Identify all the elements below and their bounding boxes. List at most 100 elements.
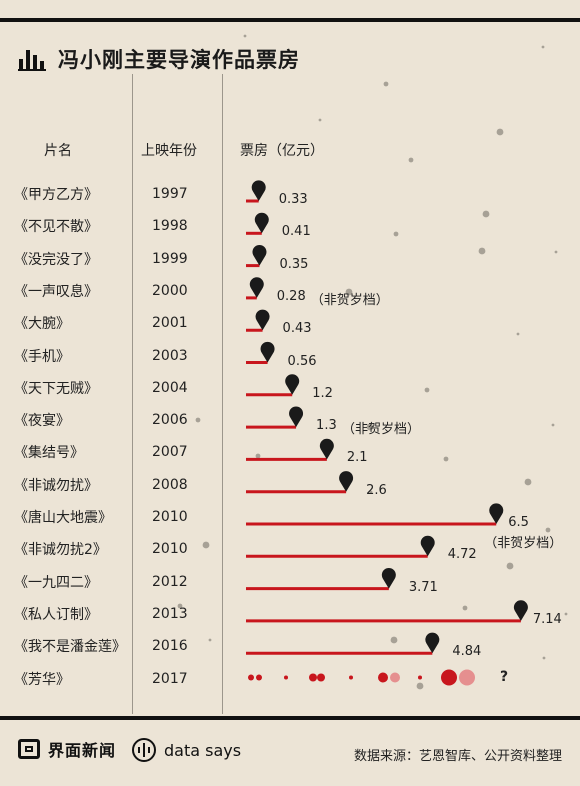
film-year: 2007	[152, 444, 188, 461]
film-year: 2010	[152, 541, 188, 558]
value-label: 7.14	[532, 611, 562, 627]
value-note: （非贺岁档）	[484, 536, 563, 551]
header-year: 上映年份	[141, 143, 197, 159]
pending-dot	[317, 673, 325, 682]
film-name: 《天下无贼》	[14, 380, 98, 397]
speckle	[541, 45, 545, 49]
film-name: 《集结号》	[14, 445, 84, 462]
column-divider-1	[132, 74, 133, 714]
film-year: 2010	[152, 509, 188, 525]
value-pin-marker	[339, 471, 354, 492]
film-name: 《我不是潘金莲》	[14, 639, 126, 656]
value-label: 0.33	[278, 192, 308, 207]
jiemian-logo: 界面新闻	[18, 737, 116, 761]
film-year: 2006	[152, 412, 188, 429]
pending-dot	[309, 673, 317, 682]
pending-value-label: ?	[500, 668, 509, 685]
speckle	[554, 250, 558, 254]
value-pin-marker	[381, 567, 396, 589]
film-year: 1998	[152, 218, 188, 235]
header-box-office: 票房（亿元）	[240, 143, 324, 159]
value-label: 3.71	[408, 579, 438, 595]
pending-dot	[441, 669, 457, 686]
film-year: 2000	[152, 282, 188, 299]
column-divider-2	[222, 74, 223, 714]
film-year: 1999	[152, 250, 188, 267]
value-pin-marker	[251, 180, 266, 201]
top-border	[0, 18, 580, 22]
value-note: （非贺岁档）	[310, 292, 389, 308]
speckle	[195, 417, 201, 423]
bottom-border	[0, 716, 580, 720]
pending-dot	[349, 675, 353, 680]
pending-dot	[256, 674, 262, 681]
value-label: 0.41	[281, 224, 311, 240]
value-pin-marker	[513, 600, 528, 621]
value-label: 2.6	[366, 482, 387, 498]
header-name: 片名	[44, 143, 72, 159]
film-name: 《大腕》	[14, 316, 70, 333]
speckle	[551, 423, 555, 427]
value-pin-marker	[254, 212, 269, 234]
film-year: 2003	[152, 347, 188, 364]
film-name: 《手机》	[14, 348, 70, 365]
film-year: 1997	[152, 186, 188, 202]
film-name: 《非诚勿扰》	[14, 477, 98, 494]
datasays-logo-icon	[132, 738, 156, 762]
speckle	[506, 562, 514, 570]
speckle	[478, 247, 486, 255]
chart-header: 冯小刚主要导演作品票房	[18, 44, 300, 74]
speckle	[369, 490, 373, 494]
film-year: 2001	[152, 315, 188, 332]
speckle	[496, 128, 504, 136]
film-name: 《甲方乙方》	[14, 187, 98, 203]
brand-name: 界面新闻	[48, 741, 117, 760]
data-source: 数据来源：艺恩智库、公开资料整理	[353, 749, 562, 764]
chart-title: 冯小刚主要导演作品票房	[58, 48, 300, 72]
speckle	[424, 387, 430, 393]
pending-dot	[248, 674, 254, 681]
speckle	[366, 423, 374, 431]
speckle	[443, 456, 449, 462]
film-year: 2013	[152, 605, 188, 622]
speckle	[318, 118, 322, 122]
value-label: 0.35	[279, 256, 309, 272]
value-pin-marker	[420, 535, 435, 557]
film-name: 《私人订制》	[14, 606, 98, 623]
value-pin-marker	[489, 503, 504, 524]
pending-dot	[459, 669, 475, 686]
speckle	[462, 605, 468, 611]
speckle	[482, 210, 490, 218]
speckle	[393, 231, 399, 237]
film-name: 《没完没了》	[14, 251, 98, 268]
value-note: （非贺岁档）	[342, 422, 421, 438]
value-pin-marker	[319, 438, 334, 460]
film-year: 2012	[152, 573, 188, 590]
speckle	[416, 682, 424, 690]
value-label: 0.28	[276, 288, 306, 304]
film-year: 2016	[152, 638, 188, 655]
speckle	[255, 453, 261, 459]
value-label: 0.56	[287, 353, 317, 369]
value-pin-marker	[425, 632, 440, 654]
value-pin-marker	[285, 374, 300, 395]
film-name: 《芳华》	[14, 671, 70, 688]
bar-chart-icon	[18, 50, 46, 71]
datasays-logo: data says	[132, 738, 241, 762]
value-pin-marker	[252, 244, 267, 266]
value-pin-marker	[249, 277, 264, 298]
speckle	[383, 81, 389, 87]
value-label: 0.43	[282, 321, 312, 337]
value-label: 4.72	[447, 547, 477, 563]
film-name: 《夜宴》	[14, 413, 70, 430]
value-label: 2.1	[346, 450, 368, 466]
speckle	[390, 636, 398, 644]
film-name: 《唐山大地震》	[14, 510, 112, 526]
film-year: 2008	[152, 476, 188, 493]
value-pin-marker	[289, 406, 304, 428]
speckle	[243, 34, 247, 38]
value-label: 1.3	[316, 418, 337, 434]
film-name: 《非诚勿扰2》	[14, 542, 107, 559]
pending-dot	[284, 675, 288, 680]
speckle	[524, 478, 532, 486]
